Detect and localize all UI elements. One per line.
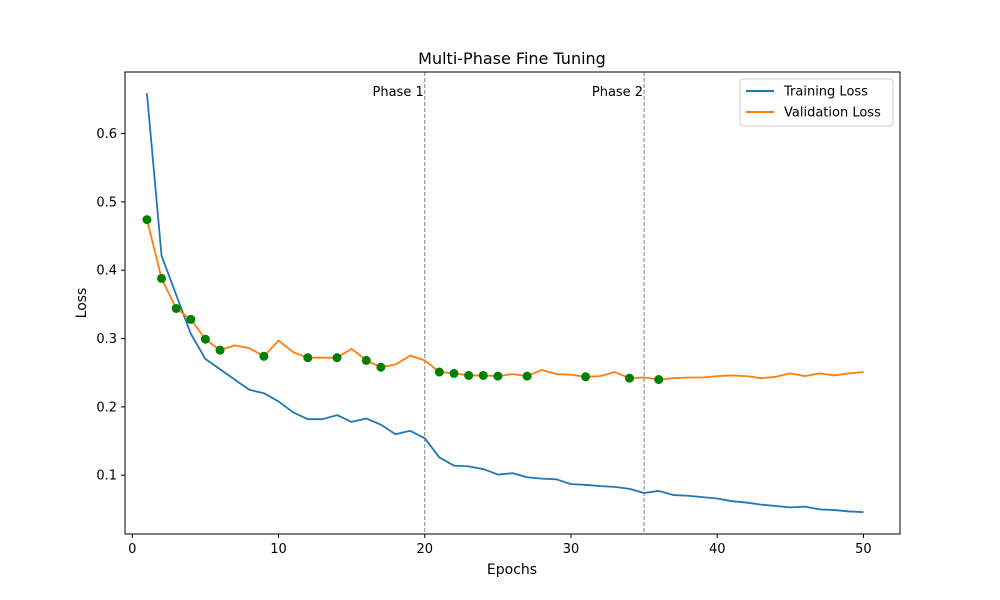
- marker-point: [493, 371, 503, 381]
- marker-point: [581, 372, 591, 382]
- plot-frame: [124, 71, 901, 535]
- marker-point: [624, 373, 634, 383]
- x-tick-label: 30: [563, 542, 580, 557]
- legend-label: Training Loss: [783, 85, 868, 100]
- y-tick-label: 0.6: [96, 127, 117, 142]
- chart-title: Multi-Phase Fine Tuning: [418, 49, 606, 68]
- marker-point: [464, 370, 474, 380]
- marker-point: [259, 351, 269, 361]
- marker-points: [142, 215, 664, 385]
- x-tick-label: 50: [855, 542, 872, 557]
- y-axis-label: Loss: [74, 288, 90, 319]
- phase-label-2: Phase 2: [592, 85, 643, 100]
- legend: Training Loss Validation Loss: [739, 78, 894, 127]
- marker-point: [522, 371, 532, 381]
- legend-box: [739, 78, 894, 127]
- marker-point: [449, 368, 459, 378]
- x-axis-label: Epochs: [487, 562, 537, 578]
- legend-label: Validation Loss: [784, 106, 881, 121]
- y-tick-label: 0.5: [96, 195, 117, 210]
- series-line-training-loss: [146, 93, 864, 514]
- y-tick-label: 0.3: [96, 332, 117, 347]
- y-tick-label: 0.4: [96, 264, 117, 279]
- phase-lines: Phase 1 Phase 2: [373, 72, 645, 534]
- marker-point: [303, 353, 313, 363]
- x-tick-label: 20: [416, 542, 433, 557]
- plot-area: Phase 1 Phase 2: [142, 72, 864, 534]
- marker-point: [654, 375, 664, 385]
- marker-point: [332, 353, 342, 363]
- marker-point: [157, 273, 167, 283]
- x-axis-ticks: 0 10 20 30 40 50: [128, 534, 872, 557]
- x-tick-label: 10: [270, 542, 287, 557]
- y-tick-label: 0.1: [96, 469, 117, 484]
- marker-point: [186, 314, 196, 324]
- marker-point: [171, 303, 181, 313]
- y-tick-label: 0.2: [96, 400, 117, 415]
- marker-point: [361, 355, 371, 365]
- marker-point: [200, 334, 210, 344]
- marker-point: [142, 215, 152, 225]
- marker-point: [215, 345, 225, 355]
- y-axis-ticks: 0.1 0.2 0.3 0.4 0.5 0.6: [96, 127, 125, 484]
- phase-label-1: Phase 1: [373, 85, 424, 100]
- x-tick-label: 40: [709, 542, 726, 557]
- marker-point: [376, 362, 386, 372]
- marker-point: [478, 370, 488, 380]
- marker-point: [434, 367, 444, 377]
- x-tick-label: 0: [128, 542, 136, 557]
